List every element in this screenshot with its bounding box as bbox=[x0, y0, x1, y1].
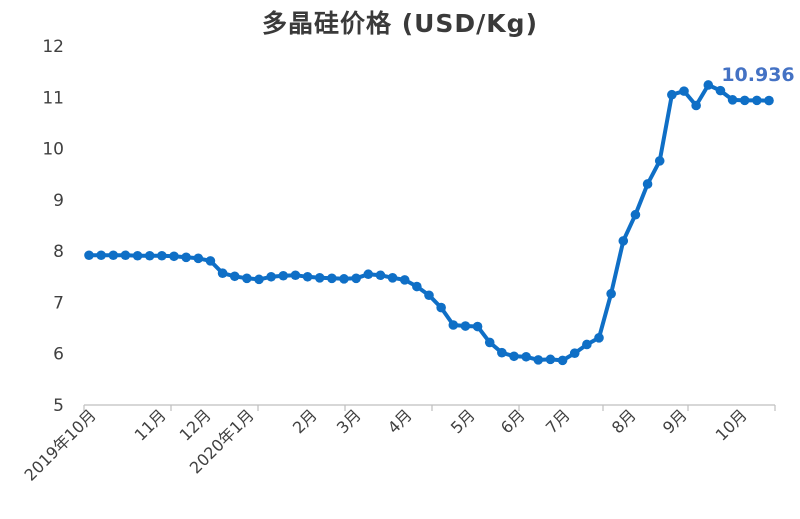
data-point bbox=[484, 337, 495, 348]
x-tick-label: 10月 bbox=[712, 405, 751, 444]
data-point bbox=[594, 333, 604, 343]
data-point bbox=[679, 86, 689, 96]
x-tick-label: 11月 bbox=[131, 405, 170, 444]
data-point bbox=[509, 351, 519, 362]
data-point bbox=[436, 302, 446, 313]
x-tick-label: 7月 bbox=[542, 405, 574, 437]
data-point bbox=[533, 355, 544, 365]
data-point bbox=[314, 273, 325, 283]
data-point bbox=[120, 250, 131, 261]
data-point bbox=[545, 354, 556, 365]
data-point bbox=[327, 273, 337, 284]
data-point bbox=[157, 250, 167, 261]
data-point bbox=[399, 275, 410, 285]
data-point bbox=[266, 271, 276, 282]
series-line bbox=[87, 83, 771, 363]
data-point bbox=[472, 321, 483, 332]
data-point bbox=[229, 271, 240, 282]
data-point bbox=[739, 95, 750, 106]
y-tick-label: 11 bbox=[42, 88, 64, 108]
data-point bbox=[569, 348, 580, 359]
y-tick-label: 5 bbox=[53, 396, 64, 416]
data-point bbox=[132, 250, 143, 261]
data-point bbox=[205, 256, 216, 266]
data-point bbox=[521, 351, 531, 362]
data-point bbox=[606, 288, 616, 299]
data-point bbox=[387, 273, 398, 283]
data-point bbox=[302, 271, 313, 282]
data-point bbox=[752, 95, 762, 106]
data-point bbox=[84, 250, 94, 261]
data-point bbox=[630, 209, 641, 220]
x-tick-label: 5月 bbox=[447, 405, 479, 437]
data-point bbox=[764, 95, 774, 106]
data-point bbox=[363, 269, 374, 280]
data-point bbox=[557, 355, 568, 366]
x-tick-label: 8月 bbox=[608, 405, 640, 437]
data-point bbox=[339, 274, 349, 284]
y-tick-label: 10 bbox=[42, 140, 64, 160]
data-point bbox=[254, 274, 264, 285]
data-point bbox=[667, 89, 677, 100]
data-point bbox=[181, 252, 191, 263]
data-point bbox=[242, 273, 252, 284]
data-point bbox=[169, 251, 179, 262]
data-point bbox=[375, 270, 386, 281]
x-tick-label: 3月 bbox=[333, 405, 365, 437]
y-tick-label: 8 bbox=[53, 242, 64, 262]
x-tick-label: 12月 bbox=[176, 405, 215, 444]
x-tick-label: 9月 bbox=[659, 405, 691, 437]
data-point bbox=[193, 253, 204, 264]
data-point bbox=[654, 156, 665, 166]
data-point bbox=[691, 100, 701, 111]
x-tick-label: 2月 bbox=[289, 405, 321, 437]
data-point bbox=[727, 95, 738, 105]
data-point bbox=[144, 250, 155, 261]
y-tick-label: 12 bbox=[42, 37, 64, 57]
data-point bbox=[460, 321, 471, 331]
y-tick-label: 6 bbox=[53, 345, 64, 365]
data-point bbox=[412, 281, 422, 292]
data-point bbox=[424, 290, 434, 301]
chart-title: 多晶硅价格 (USD/Kg) bbox=[261, 9, 538, 38]
data-point bbox=[290, 270, 301, 281]
data-point bbox=[497, 347, 507, 358]
data-point bbox=[448, 320, 459, 330]
x-tick-label: 4月 bbox=[384, 405, 416, 437]
data-point bbox=[278, 270, 289, 281]
data-point bbox=[96, 250, 106, 261]
y-tick-label: 7 bbox=[53, 293, 64, 313]
data-point bbox=[217, 268, 228, 278]
data-point bbox=[618, 236, 629, 246]
last-value-label: 10.936 bbox=[721, 64, 794, 86]
data-point bbox=[108, 250, 119, 261]
data-point bbox=[642, 179, 653, 189]
data-point bbox=[351, 273, 361, 284]
x-tick-label: 2019年10月 bbox=[21, 405, 100, 484]
data-point bbox=[582, 339, 592, 350]
data-point bbox=[715, 85, 726, 96]
data-point bbox=[703, 80, 714, 90]
x-tick-label: 6月 bbox=[497, 405, 529, 437]
y-tick-label: 9 bbox=[53, 191, 64, 211]
